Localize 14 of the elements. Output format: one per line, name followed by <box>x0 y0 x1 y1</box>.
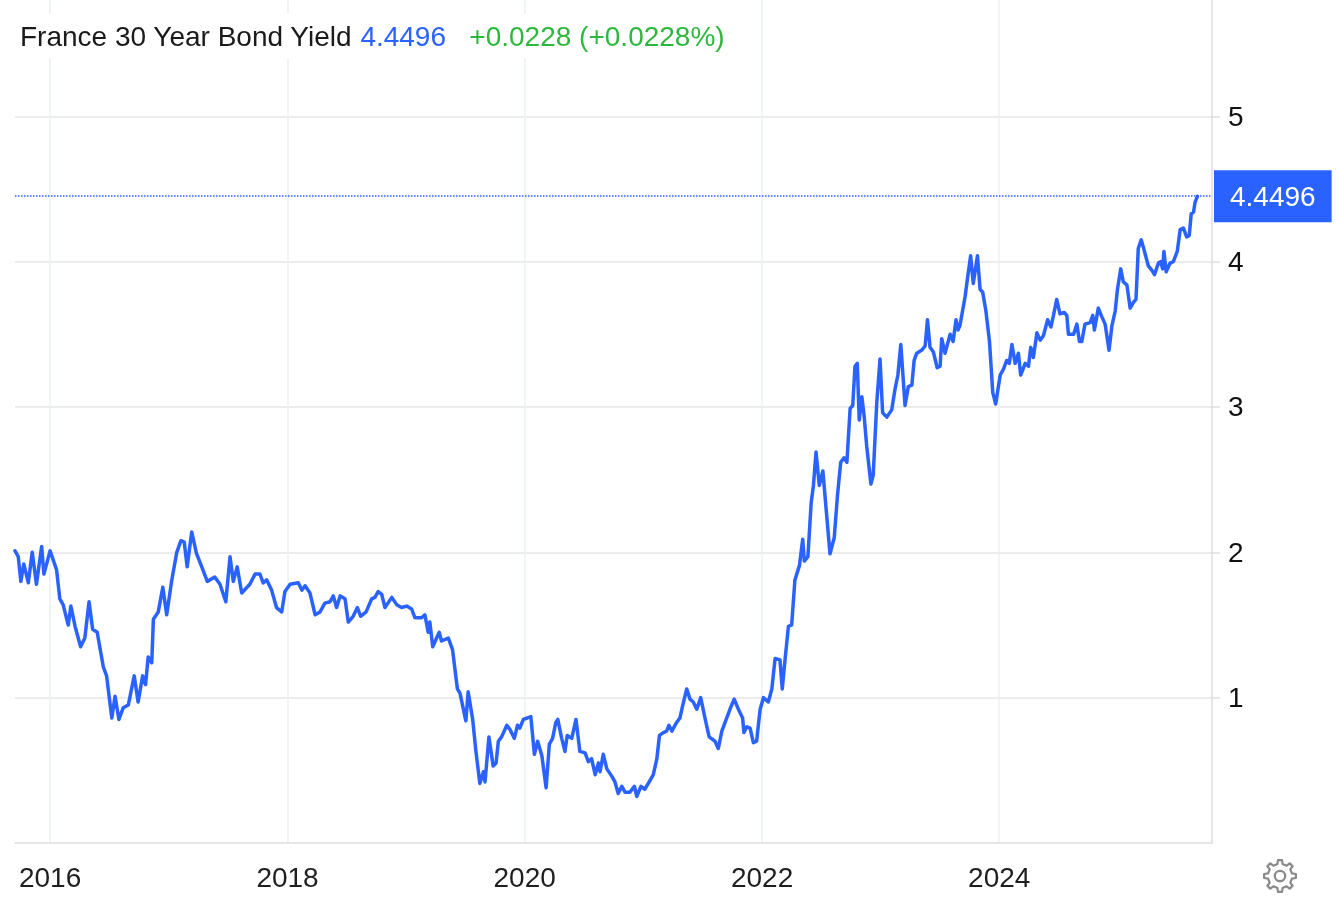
y-tick-label: 1 <box>1228 682 1244 714</box>
x-tick-label: 2020 <box>493 861 556 893</box>
y-tick-label: 4 <box>1228 246 1244 278</box>
annotation: +0.0228 (+0.0228%) <box>469 20 725 52</box>
y-tick-label: 5 <box>1228 100 1244 132</box>
x-tick-label: 2018 <box>256 861 319 893</box>
x-tick-label: 2024 <box>968 861 1031 893</box>
text: France 30 Year Bond Yield <box>20 20 352 52</box>
x-tick-label: 2016 <box>18 861 82 893</box>
y-tick-label: 2 <box>1228 536 1244 568</box>
ref-line-label: 4.4496 <box>1230 180 1316 212</box>
y-tick-label: 3 <box>1228 391 1244 423</box>
annotation: 4.4496 <box>360 20 447 52</box>
x-tick-label: 2022 <box>730 861 794 893</box>
